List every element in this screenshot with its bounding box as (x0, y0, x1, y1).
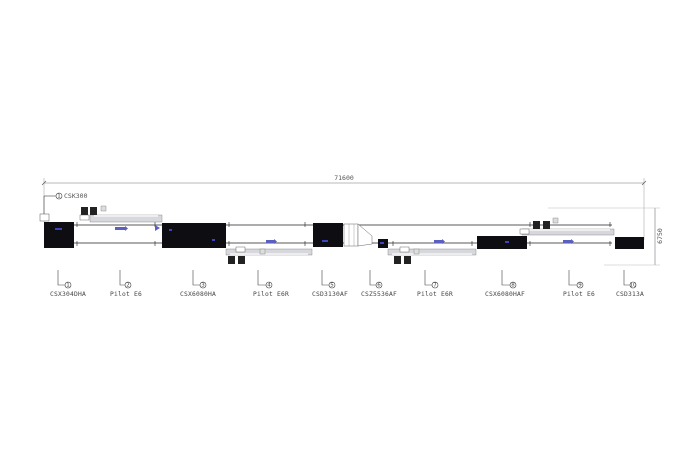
station-callouts: 1 2 3 4 5 6 7 8 9 10 CSX304DHA Pilot E6 … (50, 270, 644, 298)
csk300-callout: 1 CSK300 (39, 192, 88, 222)
station-10-label: CSD313A (616, 291, 644, 298)
station-1-number: 1 (66, 282, 70, 288)
machine-1 (44, 222, 74, 248)
csk300-label: CSK300 (64, 192, 88, 200)
machine-3 (162, 223, 226, 248)
station-7-label: Pilot E6R (417, 291, 453, 298)
station-3-number: 3 (201, 282, 205, 288)
station-9-label: Pilot E6 (563, 291, 595, 298)
station-2-label: Pilot E6 (110, 291, 142, 298)
station-7-number: 7 (433, 282, 437, 288)
pilot-e6-upper (79, 205, 163, 231)
svg-text:1: 1 (57, 193, 61, 199)
station-9-number: 9 (578, 282, 582, 288)
station-6-label: CSZ5536AF (361, 291, 397, 298)
overall-length-label: 71600 (334, 174, 354, 182)
overall-width-dimension: 6750 (548, 207, 664, 266)
pilot-e6-9 (519, 217, 615, 244)
station-8-label: CSX6080HAF (485, 291, 525, 298)
pilot-e6r-4 (225, 239, 313, 264)
machine-5 (313, 223, 343, 247)
station-4-number: 4 (267, 282, 271, 288)
station-10-number: 10 (630, 282, 637, 288)
station-8-number: 8 (511, 282, 515, 288)
station-5-label: CSD3130AF (312, 291, 348, 298)
machine-8 (477, 236, 527, 249)
machine-10 (615, 237, 644, 249)
station-4-label: Pilot E6R (253, 291, 289, 298)
pilot-e6r-7 (387, 239, 477, 264)
station-2-number: 2 (126, 282, 130, 288)
overall-width-label: 6750 (656, 228, 664, 244)
machine-6 (343, 223, 388, 248)
station-3-label: CSX6080HA (180, 291, 216, 298)
station-6-number: 6 (377, 282, 381, 288)
station-1-label: CSX304DHA (50, 291, 86, 298)
station-5-number: 5 (330, 282, 334, 288)
